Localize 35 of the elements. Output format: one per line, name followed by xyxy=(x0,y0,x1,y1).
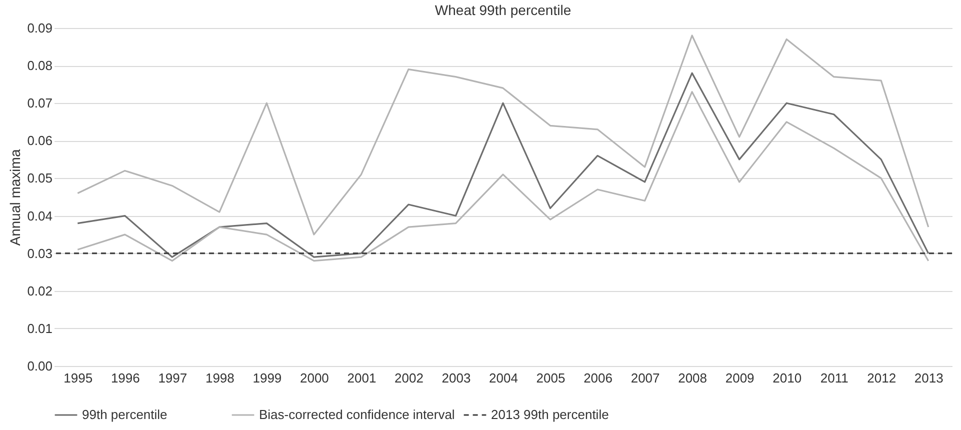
y-tick-label: 0.04 xyxy=(27,208,52,224)
x-tick-label: 1998 xyxy=(205,370,234,386)
y-tick-label: 0.00 xyxy=(27,358,52,374)
x-tick-label: 2013 xyxy=(914,370,944,386)
y-tick-label: 0.03 xyxy=(27,246,52,261)
x-tick-label: 2000 xyxy=(300,370,329,386)
x-tick-label: 2004 xyxy=(489,370,518,386)
y-axis-title: Annual maxima xyxy=(7,149,24,246)
x-tick-label: 2001 xyxy=(347,370,376,386)
x-tick-label: 2003 xyxy=(442,370,471,386)
y-tick-label: 0.09 xyxy=(27,20,52,36)
y-tick-label: 0.05 xyxy=(27,170,52,186)
x-tick-label: 2006 xyxy=(584,370,612,386)
y-tick-label: 0.06 xyxy=(27,133,52,148)
x-tick-label: 2012 xyxy=(867,370,896,386)
legend-label: 2013 99th percentile xyxy=(491,407,609,422)
legend-label: Bias-corrected confidence interval xyxy=(259,407,455,422)
x-tick-label: 2010 xyxy=(772,370,802,386)
x-tick-label: 2007 xyxy=(630,370,660,386)
y-tick-label: 0.07 xyxy=(27,96,52,111)
x-tick-label: 2008 xyxy=(678,370,708,386)
legend-label: 99th percentile xyxy=(82,407,168,422)
x-tick-label: 2009 xyxy=(725,370,754,386)
line-series xyxy=(76,34,930,236)
x-tick-label: 2005 xyxy=(536,370,566,386)
x-tick-label: 1997 xyxy=(158,370,188,386)
chart-title: Wheat 99th percentile xyxy=(434,2,572,18)
x-tick-label: 2002 xyxy=(394,370,424,386)
y-tick-label: 0.02 xyxy=(27,283,52,298)
y-tick-label: 0.01 xyxy=(27,320,52,336)
x-tick-label: 1995 xyxy=(64,370,93,386)
x-tick-label: 1999 xyxy=(252,370,282,386)
y-tick-label: 0.08 xyxy=(27,58,52,74)
x-tick-label: 1996 xyxy=(110,370,140,386)
x-tick-label: 2011 xyxy=(820,370,848,386)
